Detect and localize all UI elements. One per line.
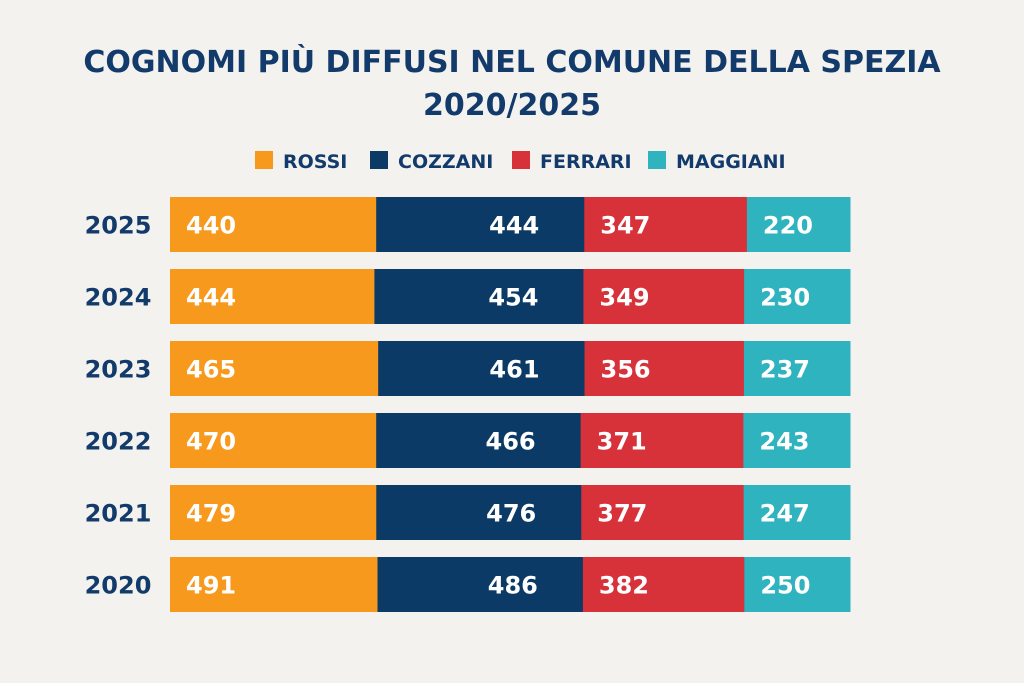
value-label-ferrari: 371 (597, 428, 647, 456)
chart-title: COGNOMI PIÙ DIFFUSI NEL COMUNE DELLA SPE… (83, 43, 941, 80)
bar-rossi-2021 (170, 485, 377, 540)
bar-ferrari-2022 (580, 413, 744, 468)
value-label-ferrari: 356 (601, 356, 651, 384)
year-label: 2024 (85, 284, 152, 312)
bar-cozzani-2022 (376, 413, 582, 468)
value-label-cozzani: 486 (488, 572, 538, 600)
value-label-rossi: 465 (186, 356, 236, 384)
year-label: 2021 (85, 500, 152, 528)
legend-label-ferrari: FERRARI (540, 151, 632, 173)
bar-cozzani-2021 (376, 485, 582, 540)
legend-label-maggiani: MAGGIANI (676, 151, 786, 173)
bar-rossi-2024 (170, 269, 375, 324)
year-label: 2025 (85, 212, 152, 240)
year-label: 2022 (85, 428, 152, 456)
year-label: 2020 (85, 572, 152, 600)
value-label-cozzani: 454 (488, 284, 538, 312)
value-label-cozzani: 461 (489, 356, 539, 384)
bar-rossi-2023 (170, 341, 379, 396)
value-label-rossi: 491 (186, 572, 236, 600)
bar-maggiani-2020 (744, 557, 851, 612)
bar-maggiani-2022 (743, 413, 851, 468)
bar-cozzani-2023 (378, 341, 586, 396)
bar-cozzani-2020 (377, 557, 584, 612)
value-label-ferrari: 377 (597, 500, 647, 528)
bar-maggiani-2021 (743, 485, 851, 540)
value-label-cozzani: 476 (486, 500, 536, 528)
bar-ferrari-2020 (582, 557, 745, 612)
legend-swatch-maggiani (648, 151, 666, 169)
bar-ferrari-2021 (581, 485, 745, 540)
value-label-rossi: 479 (186, 500, 236, 528)
bar-rossi-2020 (170, 557, 379, 612)
bar-maggiani-2025 (746, 197, 851, 252)
bar-ferrari-2024 (583, 269, 745, 324)
legend: ROSSI COZZANI FERRARI MAGGIANI (255, 151, 786, 173)
legend-label-rossi: ROSSI (283, 151, 347, 173)
value-label-maggiani: 237 (760, 356, 810, 384)
value-label-ferrari: 347 (600, 212, 650, 240)
value-label-maggiani: 220 (763, 212, 813, 240)
bar-cozzani-2024 (374, 269, 584, 324)
value-label-maggiani: 247 (760, 500, 810, 528)
value-label-cozzani: 444 (489, 212, 539, 240)
value-label-rossi: 444 (186, 284, 236, 312)
bar-rossi-2025 (170, 197, 377, 252)
legend-swatch-rossi (255, 151, 273, 169)
value-label-maggiani: 243 (759, 428, 809, 456)
bar-ferrari-2023 (584, 341, 745, 396)
legend-label-cozzani: COZZANI (398, 151, 493, 173)
bar-cozzani-2025 (376, 197, 585, 252)
value-label-cozzani: 466 (486, 428, 536, 456)
value-label-ferrari: 349 (599, 284, 649, 312)
bar-maggiani-2023 (743, 341, 851, 396)
legend-swatch-ferrari (512, 151, 530, 169)
legend-swatch-cozzani (370, 151, 388, 169)
bar-maggiani-2024 (744, 269, 851, 324)
bar-rossi-2022 (170, 413, 377, 468)
value-label-rossi: 440 (186, 212, 236, 240)
chart-subtitle: 2020/2025 (423, 88, 601, 123)
value-label-maggiani: 230 (760, 284, 810, 312)
bars: 2025 440 444 347 220 2024 444 454 349 230 2023 465 4… (85, 197, 851, 612)
year-label: 2023 (85, 356, 152, 384)
value-label-rossi: 470 (186, 428, 236, 456)
value-label-maggiani: 250 (760, 572, 810, 600)
bar-ferrari-2025 (584, 197, 748, 252)
value-label-ferrari: 382 (599, 572, 649, 600)
